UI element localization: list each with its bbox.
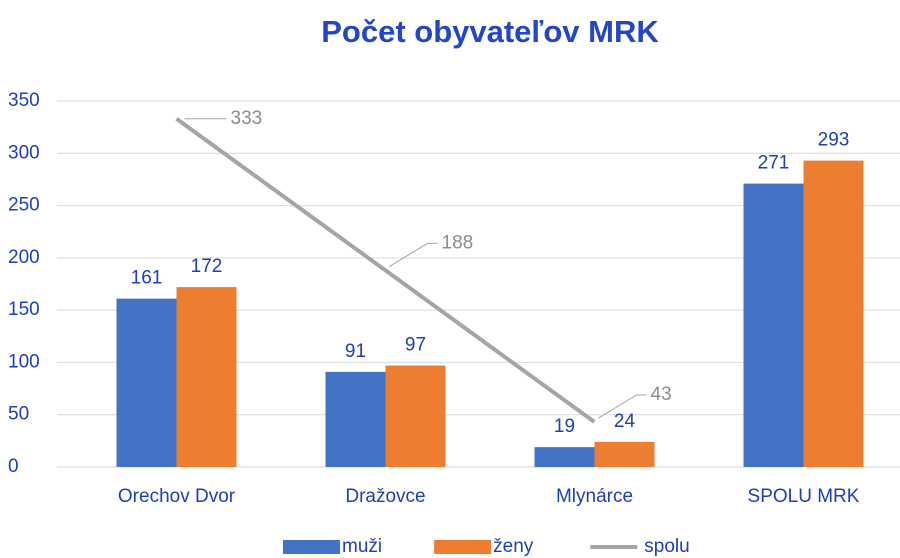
y-tick-label: 50 — [8, 404, 29, 425]
data-label: 271 — [758, 153, 790, 174]
bar — [743, 183, 804, 467]
bar — [325, 371, 386, 467]
line-series — [175, 117, 596, 424]
legend-label: muži — [342, 536, 382, 557]
bar — [116, 298, 177, 467]
legend-swatch — [434, 540, 492, 554]
bar — [594, 441, 655, 467]
y-tick-label: 150 — [8, 299, 40, 320]
y-tick-label: 200 — [8, 247, 40, 268]
line-label: 188 — [442, 232, 474, 253]
data-label: 91 — [345, 341, 366, 362]
data-label: 19 — [554, 416, 575, 437]
bar — [176, 287, 237, 467]
leader-line — [389, 242, 438, 267]
data-label: 172 — [191, 256, 223, 277]
x-tick-label: Mlynárce — [556, 486, 633, 507]
chart-title: Počet obyvateľov MRK — [321, 14, 659, 49]
data-label: 24 — [614, 411, 636, 432]
legend-swatch — [283, 540, 340, 554]
data-label: 293 — [818, 130, 850, 151]
y-tick-label: 350 — [8, 90, 40, 111]
x-tick-label: Dražovce — [345, 486, 425, 507]
leader-line — [598, 394, 647, 419]
y-tick-label: 300 — [8, 142, 40, 163]
line-label: 333 — [231, 108, 263, 129]
bar — [803, 160, 864, 467]
data-label: 161 — [131, 268, 163, 289]
x-tick-label: SPOLU MRK — [748, 486, 860, 507]
bar — [385, 365, 446, 467]
x-tick-label: Orechov Dvor — [118, 486, 236, 507]
line-label: 43 — [651, 384, 672, 405]
data-label: 97 — [405, 335, 426, 356]
bar — [534, 447, 595, 467]
legend-label: ženy — [493, 536, 534, 557]
y-tick-label: 0 — [8, 456, 19, 477]
y-tick-label: 100 — [8, 351, 40, 372]
legend-label: spolu — [644, 536, 689, 557]
y-tick-label: 250 — [8, 195, 40, 216]
